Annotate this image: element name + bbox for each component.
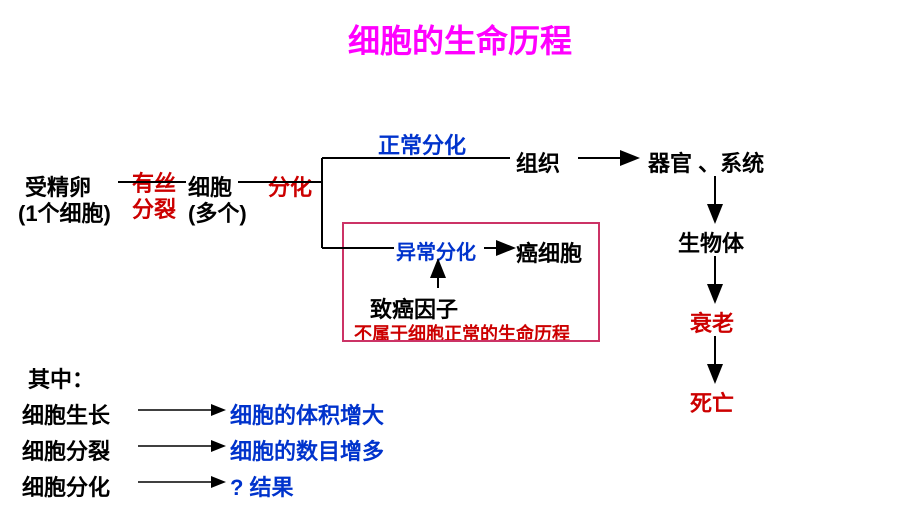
diagram-connectors xyxy=(0,0,920,518)
